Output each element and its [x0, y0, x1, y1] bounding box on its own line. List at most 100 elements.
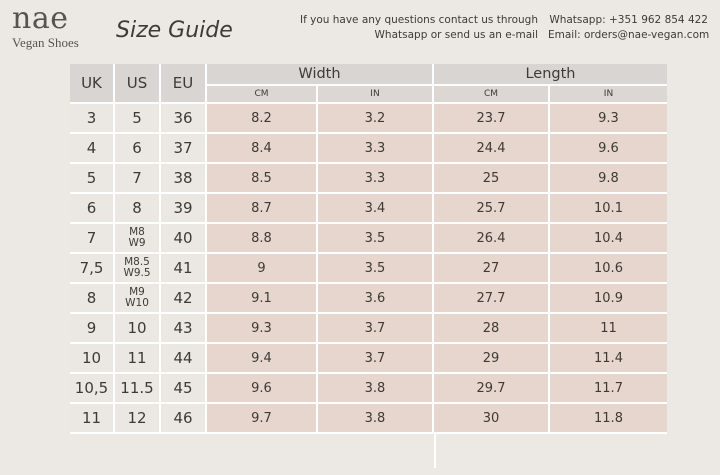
- width-in: 3.7: [318, 344, 434, 374]
- uk-size: 10: [70, 344, 115, 374]
- logo-mark: nae: [12, 1, 69, 36]
- us-size: 11.5: [115, 374, 161, 404]
- us-size-value: 11.5: [120, 379, 154, 397]
- length-in: 9.8: [550, 164, 667, 194]
- table-row: 5 7 38 8.5 3.3 25 9.8: [70, 164, 667, 194]
- us-size-value: 11: [127, 349, 147, 367]
- us-size: M8 W9: [115, 224, 161, 254]
- length-cm: 29: [434, 344, 550, 374]
- uk-size: 5: [70, 164, 115, 194]
- header-width-in: IN: [318, 86, 434, 104]
- header-length-in: IN: [550, 86, 667, 104]
- whatsapp-number: Whatsapp: +351 962 854 422: [549, 14, 708, 26]
- us-size: 8: [115, 194, 161, 224]
- table-row: 9 10 43 9.3 3.7 28 11: [70, 314, 667, 344]
- width-cm: 8.8: [207, 224, 318, 254]
- eu-size: 40: [161, 224, 207, 254]
- column-divider: [434, 434, 436, 468]
- eu-size: 38: [161, 164, 207, 194]
- eu-size: 37: [161, 134, 207, 164]
- uk-size: 10,5: [70, 374, 115, 404]
- contact-line-2: Whatsapp or send us an e-mail: [374, 28, 538, 41]
- width-cm: 9.1: [207, 284, 318, 314]
- length-cm: 30: [434, 404, 550, 434]
- table-row: 8 M9 W10 42 9.1 3.6 27.7 10.9: [70, 284, 667, 314]
- width-cm: 9.6: [207, 374, 318, 404]
- us-size: 6: [115, 134, 161, 164]
- eu-size: 43: [161, 314, 207, 344]
- width-in: 3.8: [318, 374, 434, 404]
- length-in: 10.6: [550, 254, 667, 284]
- table-row: 11 12 46 9.7 3.8 30 11.8: [70, 404, 667, 434]
- table-row: 4 6 37 8.4 3.3 24.4 9.6: [70, 134, 667, 164]
- length-cm: 25.7: [434, 194, 550, 224]
- eu-size: 45: [161, 374, 207, 404]
- us-size: M9 W10: [115, 284, 161, 314]
- length-cm: 26.4: [434, 224, 550, 254]
- width-cm: 8.5: [207, 164, 318, 194]
- width-group: Width CM IN: [207, 64, 434, 104]
- width-in: 3.7: [318, 314, 434, 344]
- width-cm: 9.4: [207, 344, 318, 374]
- eu-size: 36: [161, 104, 207, 134]
- width-cm: 9.7: [207, 404, 318, 434]
- uk-size: 8: [70, 284, 115, 314]
- width-in: 3.8: [318, 404, 434, 434]
- length-in: 10.1: [550, 194, 667, 224]
- header-length: Length: [434, 64, 667, 86]
- table-header-row: UK US EU Width CM IN Length CM IN: [70, 64, 667, 104]
- length-in: 9.6: [550, 134, 667, 164]
- width-in: 3.6: [318, 284, 434, 314]
- eu-size: 39: [161, 194, 207, 224]
- us-size-value: 12: [127, 409, 147, 427]
- width-cm: 9: [207, 254, 318, 284]
- us-size-value: 7: [132, 169, 142, 187]
- us-size: 5: [115, 104, 161, 134]
- length-cm: 25: [434, 164, 550, 194]
- us-size-value: W10: [125, 297, 149, 309]
- length-in: 10.9: [550, 284, 667, 314]
- width-cm: 8.4: [207, 134, 318, 164]
- length-in: 11.8: [550, 404, 667, 434]
- length-in: 11.4: [550, 344, 667, 374]
- contact-line-1: If you have any questions contact us thr…: [299, 14, 538, 26]
- us-size-value: 6: [132, 139, 142, 157]
- contact-note: If you have any questions contact us thr…: [290, 13, 538, 42]
- width-in: 3.5: [318, 254, 434, 284]
- us-size: M8.5 W9.5: [115, 254, 161, 284]
- length-group: Length CM IN: [434, 64, 667, 104]
- uk-size: 6: [70, 194, 115, 224]
- header-uk: UK: [70, 64, 115, 104]
- page-title: Size Guide: [116, 18, 233, 43]
- uk-size: 9: [70, 314, 115, 344]
- uk-size: 11: [70, 404, 115, 434]
- us-size-value: M9: [129, 286, 145, 298]
- header-length-cm: CM: [434, 86, 550, 104]
- brand-logo: nae Vegan Shoes: [12, 3, 79, 50]
- uk-size: 3: [70, 104, 115, 134]
- table-row: 10,5 11.5 45 9.6 3.8 29.7 11.7: [70, 374, 667, 404]
- uk-size: 7: [70, 224, 115, 254]
- header-width: Width: [207, 64, 434, 86]
- length-in: 10.4: [550, 224, 667, 254]
- eu-size: 42: [161, 284, 207, 314]
- length-in: 9.3: [550, 104, 667, 134]
- length-cm: 29.7: [434, 374, 550, 404]
- us-size: 11: [115, 344, 161, 374]
- width-cm: 8.7: [207, 194, 318, 224]
- email-address: Email: orders@nae-vegan.com: [548, 28, 710, 41]
- width-in: 3.2: [318, 104, 434, 134]
- width-in: 3.3: [318, 134, 434, 164]
- contact-details: Whatsapp: +351 962 854 422 Email: orders…: [548, 13, 710, 42]
- table-row: 7 M8 W9 40 8.8 3.5 26.4 10.4: [70, 224, 667, 254]
- us-size-value: M8.5: [124, 256, 150, 268]
- eu-size: 44: [161, 344, 207, 374]
- uk-size: 7,5: [70, 254, 115, 284]
- page-header: nae Vegan Shoes Size Guide If you have a…: [0, 0, 720, 62]
- uk-size: 4: [70, 134, 115, 164]
- us-size-value: M8: [129, 226, 145, 238]
- eu-size: 41: [161, 254, 207, 284]
- size-table: UK US EU Width CM IN Length CM IN 3 5 36 8.…: [70, 64, 667, 434]
- us-size-value: 5: [132, 109, 142, 127]
- table-row: 3 5 36 8.2 3.2 23.7 9.3: [70, 104, 667, 134]
